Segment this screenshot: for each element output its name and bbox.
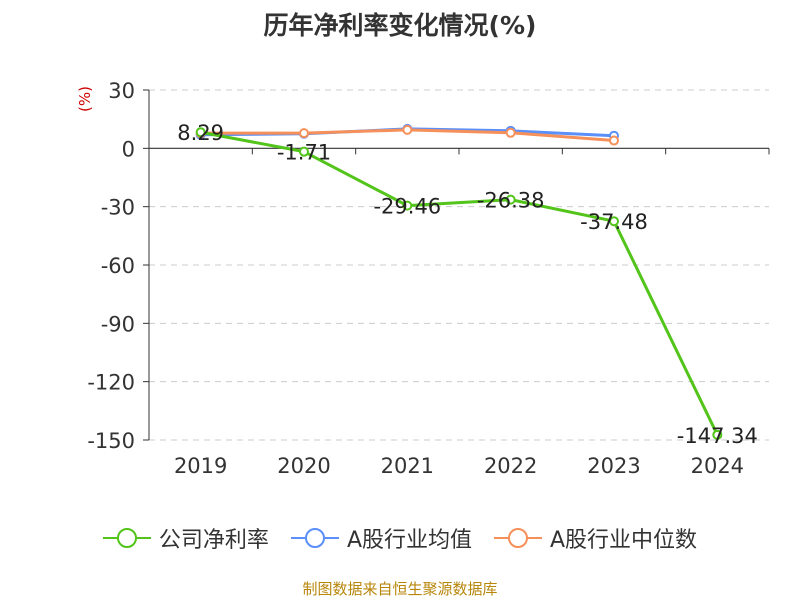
y-tick-label: -120	[87, 371, 135, 395]
legend-label-company: 公司净利率	[158, 528, 269, 553]
x-tick-label: 2021	[381, 454, 434, 478]
legend-label-industry-mean: A股行业均值	[346, 528, 472, 553]
line-chart: 30 0 -30 -60 -90 -120 -150 2019 2020 2021 2022 2023…	[87, 79, 770, 478]
series-line	[200, 130, 719, 436]
legend-item-industry-mean[interactable]: A股行业均值	[290, 522, 472, 554]
legend-swatch-industry-median	[494, 528, 542, 548]
data-point	[609, 216, 619, 227]
data-point	[609, 135, 619, 146]
y-tick-label: -150	[87, 429, 135, 453]
legend-swatch-marker	[116, 528, 137, 548]
legend-label-industry-median: A股行业中位数	[550, 528, 698, 553]
legend-swatch-marker	[304, 528, 325, 548]
data-point	[712, 429, 723, 440]
y-tick-label: -60	[101, 254, 135, 278]
data-label: 8.29	[177, 121, 224, 145]
y-tick-label: -90	[101, 312, 135, 336]
data-point	[299, 146, 309, 157]
legend-swatch-company	[102, 528, 151, 548]
data-point	[299, 128, 309, 139]
data-label: -29.46	[373, 195, 441, 219]
x-tick-label: 2024	[691, 454, 744, 478]
data-point	[505, 194, 516, 205]
legend-item-company[interactable]: 公司净利率	[102, 522, 269, 554]
x-tick-label: 2022	[484, 454, 537, 478]
legend-item-industry-median[interactable]: A股行业中位数	[494, 522, 697, 554]
legend-swatch-marker	[508, 528, 528, 548]
legend-swatch-industry-mean	[290, 528, 339, 548]
data-label: -37.48	[580, 210, 648, 234]
data-point	[402, 124, 413, 135]
data-point	[195, 127, 206, 138]
data-label: -147.34	[677, 424, 758, 448]
data-source-note: 制图数据来自恒生聚源数据库	[302, 580, 498, 598]
chart-title: 历年净利率变化情况(%)	[263, 11, 537, 40]
data-label: -1.71	[277, 141, 331, 165]
data-point	[402, 200, 413, 211]
data-label: -26.38	[477, 189, 545, 213]
y-tick-label: -30	[101, 196, 135, 220]
data-point	[505, 127, 516, 138]
x-tick-label: 2023	[587, 454, 640, 478]
legend: 公司净利率 A股行业均值 A股行业中位数	[0, 522, 800, 554]
y-tick-label: 0	[122, 137, 135, 161]
x-tick-label: 2019	[174, 454, 227, 478]
x-tick-label: 2020	[277, 454, 330, 478]
y-tick-label: 30	[108, 79, 135, 103]
